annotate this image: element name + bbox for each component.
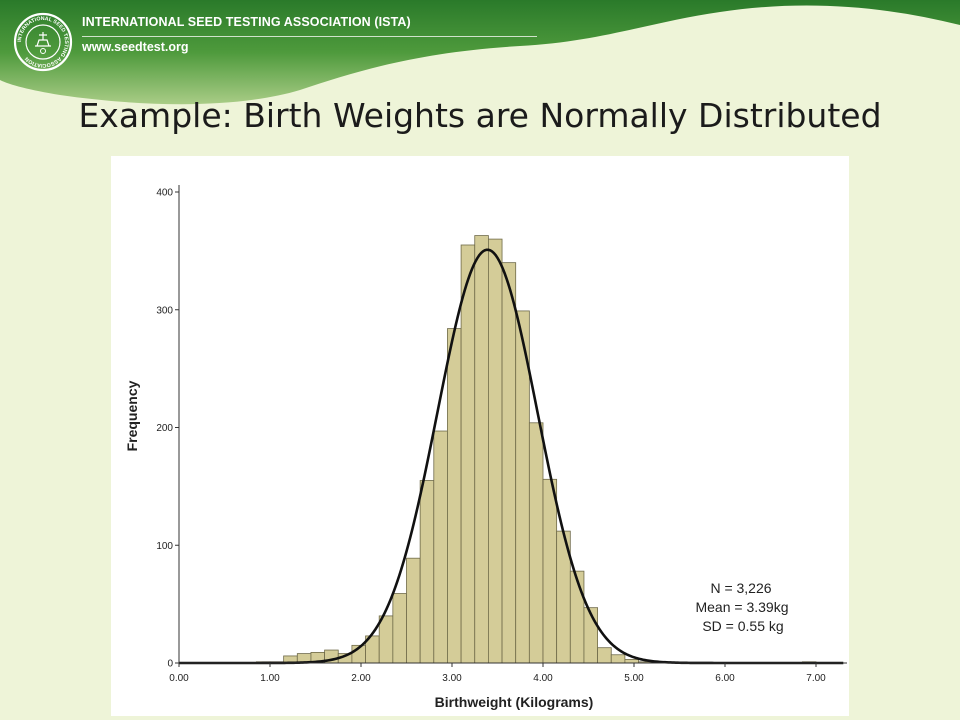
ista-logo-icon: INTERNATIONAL SEED TESTING ASSOCIATION: [13, 12, 73, 72]
org-name: INTERNATIONAL SEED TESTING ASSOCIATION (…: [82, 15, 411, 29]
y-tick-label: 0: [167, 659, 173, 670]
chart-panel: 0 100 200 300 400 0.00 1.00 2.00 3.00 4.00 5.00 6.0…: [111, 156, 849, 716]
header-divider: [82, 36, 537, 37]
y-tick-label: 100: [156, 541, 173, 552]
y-axis-title: Frequency: [124, 380, 140, 451]
header-banner: [0, 0, 960, 105]
x-tick-label: 5.00: [624, 673, 644, 684]
stats-n-label: N = 3,226: [710, 580, 771, 596]
histogram-bar: [597, 647, 612, 664]
x-tick-label: 6.00: [715, 673, 735, 684]
x-tick-label: 4.00: [533, 673, 553, 684]
x-tick-label: 0.00: [169, 673, 189, 684]
histogram-bar: [474, 235, 489, 664]
x-tick-label: 7.00: [806, 673, 826, 684]
birthweight-histogram: 0 100 200 300 400 0.00 1.00 2.00 3.00 4.00 5.00 6.0…: [124, 185, 847, 710]
histogram-bar: [419, 480, 435, 664]
x-tick-label: 3.00: [442, 673, 462, 684]
histogram-bar: [460, 244, 476, 664]
y-tick-label: 300: [156, 305, 173, 316]
histogram-bar: [406, 557, 421, 664]
histogram-bar: [447, 328, 462, 664]
stats-mean-label: Mean = 3.39kg: [695, 599, 788, 615]
x-tick-label: 2.00: [351, 673, 371, 684]
histogram-bar: [487, 238, 503, 664]
org-url: www.seedtest.org: [82, 40, 189, 54]
histogram-bar: [624, 659, 639, 664]
histogram-bar: [433, 430, 448, 664]
x-tick-label: 1.00: [260, 673, 280, 684]
y-tick-label: 400: [156, 188, 173, 199]
histogram-bar: [392, 593, 407, 664]
x-axis-title: Birthweight (Kilograms): [435, 694, 594, 710]
histogram-bar: [542, 478, 558, 664]
slide-title: Example: Birth Weights are Normally Dist…: [78, 96, 882, 135]
histogram-bar: [378, 615, 394, 664]
y-tick-label: 200: [156, 423, 173, 434]
stats-sd-label: SD = 0.55 kg: [702, 618, 783, 634]
histogram-bar: [501, 262, 517, 664]
svg-text:INTERNATIONAL SEED TESTING ASS: INTERNATIONAL SEED TESTING ASSOCIATION: [17, 16, 69, 68]
histogram-bar: [528, 422, 544, 664]
histogram-bar: [610, 654, 626, 664]
histogram-bar: [569, 570, 585, 664]
